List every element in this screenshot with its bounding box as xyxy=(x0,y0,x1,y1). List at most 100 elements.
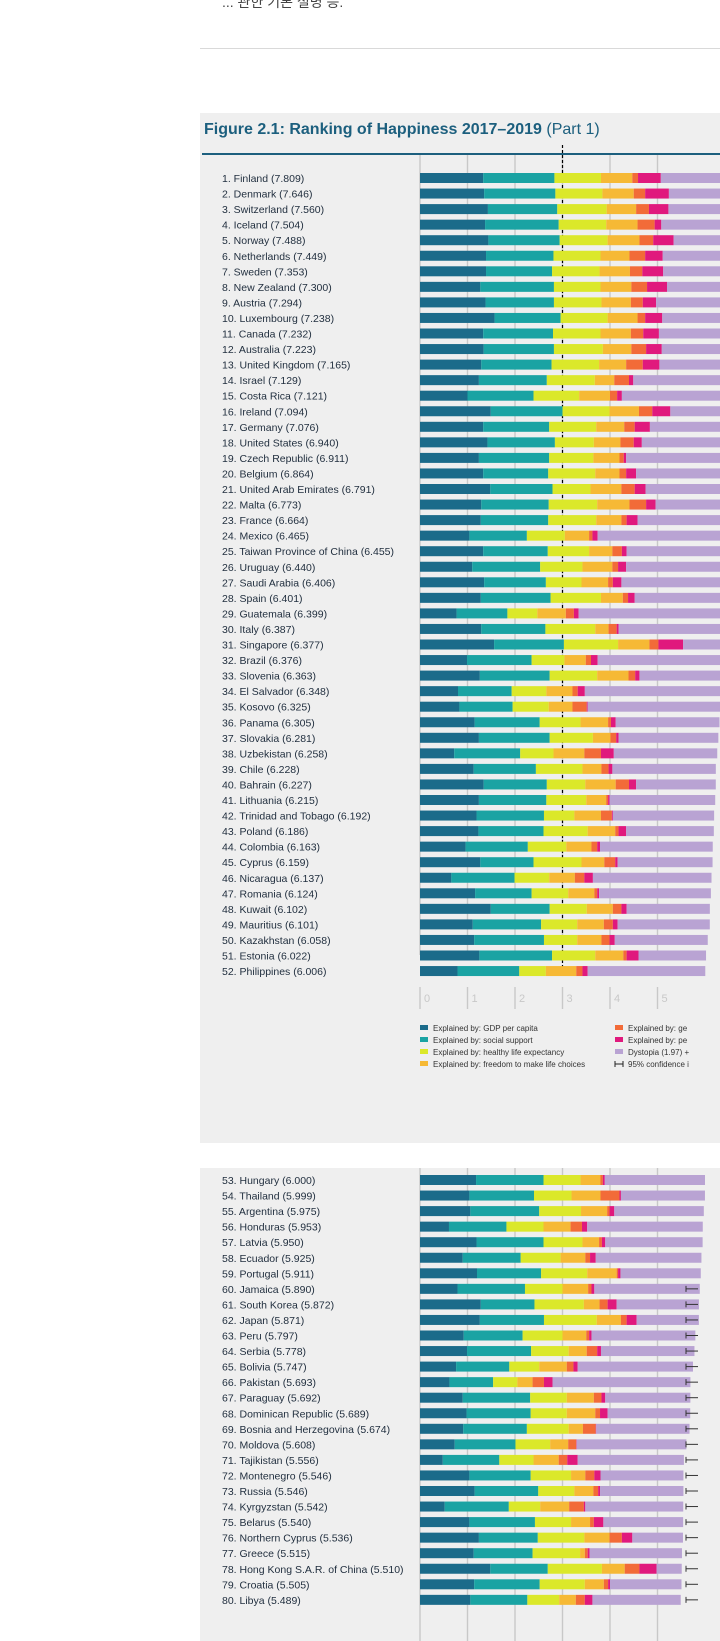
row-bar-3-gdp xyxy=(420,204,488,215)
row2-bar-8-corruption xyxy=(591,1283,595,1294)
row2-bar-2-freedom xyxy=(571,1190,601,1201)
row-bar-17-dystopia xyxy=(649,421,720,432)
legend-label-generosity: Explained by: ge xyxy=(628,1024,688,1033)
row2-bar-9-corruption xyxy=(607,1299,617,1310)
row2-label-24: 76. Northern Cyprus (5.536) xyxy=(222,1533,353,1545)
row-label-49: 49. Mauritius (6.101) xyxy=(222,919,318,931)
row-bar-29-corruption xyxy=(573,608,579,619)
row2-label-19: 71. Tajikistan (5.556) xyxy=(222,1455,319,1467)
row-bar-15-gdp xyxy=(420,390,468,401)
row2-bar-17-social xyxy=(463,1423,527,1434)
row-bar-9-freedom xyxy=(601,297,631,308)
row2-label-16: 68. Dominican Republic (5.689) xyxy=(222,1408,369,1420)
row-bar-25-corruption xyxy=(621,546,627,557)
row2-bar-4-corruption xyxy=(581,1221,588,1232)
row-bar-25-health xyxy=(547,546,590,557)
row2-bar-11-corruption xyxy=(589,1330,592,1341)
row-bar-29-generosity xyxy=(565,608,574,619)
row-bar-7-health xyxy=(552,266,600,277)
row-bar-45-gdp xyxy=(420,857,481,868)
row2-label-2: 54. Thailand (5.999) xyxy=(222,1191,316,1203)
row-bar-7-freedom xyxy=(599,266,630,277)
row-bar-30-corruption xyxy=(616,623,619,634)
row-bar-36-freedom xyxy=(580,717,609,728)
row2-bar-10-health xyxy=(543,1314,597,1325)
row-label-31: 31. Singapore (6.377) xyxy=(222,640,324,652)
row-bar-12-dystopia xyxy=(661,344,720,355)
row2-bar-9-gdp xyxy=(420,1299,481,1310)
row-bar-19-social xyxy=(478,452,550,463)
row2-bar-26-corruption xyxy=(639,1563,657,1574)
row-bar-40-social xyxy=(483,779,547,790)
row2-label-1: 53. Hungary (6.000) xyxy=(222,1175,315,1187)
row-bar-25-freedom xyxy=(589,546,613,557)
row2-bar-20-freedom xyxy=(571,1470,586,1481)
row2-bar-19-gdp xyxy=(420,1454,443,1465)
tick-label-5: 5 xyxy=(662,993,668,1005)
row-bar-24-dystopia xyxy=(597,530,720,541)
row-bar-1-freedom xyxy=(600,173,633,183)
legend-swatch-gdp xyxy=(420,1025,428,1030)
row-bar-19-corruption xyxy=(623,452,627,463)
row-bar-3-social xyxy=(487,204,558,215)
row-bar-29-freedom xyxy=(537,608,566,619)
row2-bar-5-social xyxy=(476,1237,544,1248)
row-bar-12-health xyxy=(553,344,603,355)
row-bar-8-freedom xyxy=(600,281,632,292)
row2-bar-4-generosity xyxy=(570,1221,582,1232)
row-bar-19-freedom xyxy=(593,452,620,463)
row-bar-31-social xyxy=(494,639,564,650)
row-label-29: 29. Guatemala (6.399) xyxy=(222,608,327,620)
row-label-15: 15. Costa Rica (7.121) xyxy=(222,391,327,403)
row2-bar-4-social xyxy=(448,1221,507,1232)
row-bar-44-corruption xyxy=(597,841,601,852)
row-bar-25-dystopia xyxy=(626,546,720,557)
row2-bar-26-gdp xyxy=(420,1563,491,1574)
row-bar-20-social xyxy=(483,468,549,479)
row2-bar-14-gdp xyxy=(420,1377,450,1388)
row2-label-5: 57. Latvia (5.950) xyxy=(222,1237,304,1249)
row-bar-2-gdp xyxy=(420,188,485,199)
row-label-13: 13. United Kingdom (7.165) xyxy=(222,360,350,372)
row-bar-52-health xyxy=(519,966,546,977)
row-bar-29-health xyxy=(507,608,538,619)
legend-label-health: Explained by: healthy life expectancy xyxy=(433,1048,564,1057)
row2-bar-11-dystopia xyxy=(591,1330,696,1341)
row2-bar-20-generosity xyxy=(585,1470,595,1481)
row-bar-1-dystopia xyxy=(660,173,720,183)
row-label-7: 7. Sweden (7.353) xyxy=(222,266,308,278)
row2-bar-19-dystopia xyxy=(577,1454,684,1465)
row-bar-26-social xyxy=(472,561,541,572)
row-bar-31-dystopia xyxy=(683,639,720,650)
row2-bar-3-social xyxy=(470,1206,540,1217)
row2-bar-28-dystopia xyxy=(592,1594,681,1605)
row2-bar-25-corruption xyxy=(587,1548,590,1559)
row-label-38: 38. Uzbekistan (6.258) xyxy=(222,748,328,760)
row-bar-15-corruption xyxy=(617,390,622,401)
row2-bar-16-freedom xyxy=(566,1408,596,1419)
row2-bar-14-generosity xyxy=(532,1377,544,1388)
row2-bar-12-gdp xyxy=(420,1346,468,1357)
row-bar-41-corruption xyxy=(608,795,610,805)
row-bar-8-generosity xyxy=(631,281,648,292)
row-bar-26-freedom xyxy=(582,561,613,572)
row-bar-10-dystopia xyxy=(662,312,720,323)
row2-label-9: 61. South Korea (5.872) xyxy=(222,1299,334,1311)
row-label-19: 19. Czech Republic (6.911) xyxy=(222,453,348,465)
row2-bar-25-generosity xyxy=(584,1548,588,1559)
row2-bar-15-generosity xyxy=(593,1392,602,1403)
row-bar-52-social xyxy=(457,966,520,977)
row-bar-16-generosity xyxy=(638,406,653,417)
row-bar-36-health xyxy=(539,717,581,728)
row-bar-6-social xyxy=(486,250,554,261)
row-bar-38-generosity xyxy=(584,748,601,759)
row2-bar-15-health xyxy=(530,1392,567,1403)
row-label-5: 5. Norway (7.488) xyxy=(222,235,305,247)
row-label-16: 16. Ireland (7.094) xyxy=(222,406,308,418)
row-label-32: 32. Brazil (6.376) xyxy=(222,655,302,667)
row-bar-25-generosity xyxy=(612,546,622,557)
row-bar-5-generosity xyxy=(639,235,654,246)
row-bar-40-corruption xyxy=(629,779,637,790)
row-bar-42-generosity xyxy=(600,810,612,821)
row-bar-15-health xyxy=(533,390,580,401)
